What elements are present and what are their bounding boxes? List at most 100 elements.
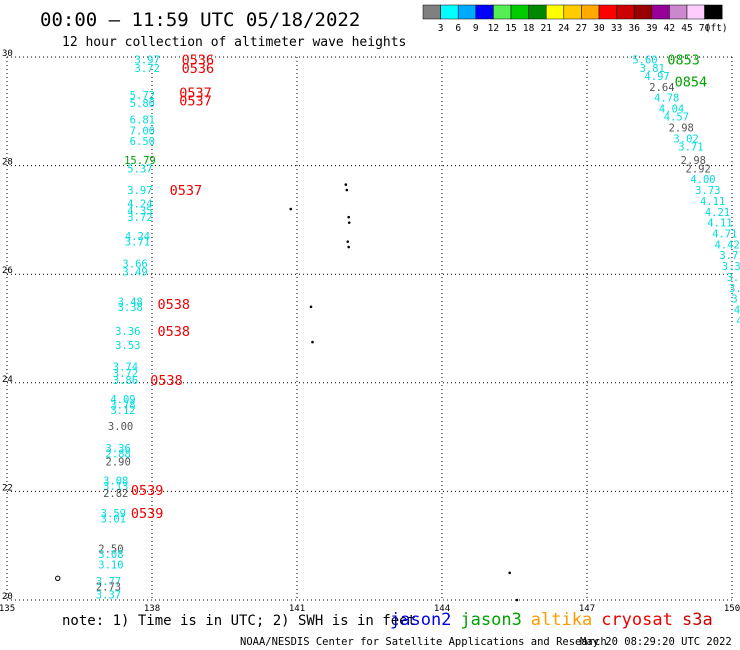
island-dot xyxy=(347,215,351,219)
wave-height-label: 3.36 xyxy=(115,326,140,338)
pass-time-label: 0537 xyxy=(179,85,212,101)
wave-height-label: 3.38 xyxy=(118,302,143,314)
wave-height-label: 3.72 xyxy=(113,368,138,380)
wave-height-label: 3.49 xyxy=(122,266,147,278)
island-dot xyxy=(345,188,349,192)
wave-height-label: 3.72 xyxy=(135,63,160,75)
wave-height-label: 3.39 xyxy=(727,272,740,284)
wave-height-label: 6.81 xyxy=(130,114,155,126)
colorbar-level: 6 xyxy=(455,23,461,34)
wave-height-label: 2.98 xyxy=(681,155,706,167)
wave-height-label: 4.00 xyxy=(690,174,715,186)
wave-height-label: 3.66 xyxy=(122,258,147,270)
wave-height-label: 2.88 xyxy=(106,448,131,460)
footer-note: note: 1) Time is in UTC; 2) SWH is in fe… xyxy=(62,613,416,629)
y-tick-label: 30 xyxy=(2,49,13,59)
legend-entry: cryosat xyxy=(601,610,673,630)
island-dot xyxy=(309,305,313,309)
wave-height-label: 4.42 xyxy=(715,239,740,251)
pass-time-label: 0539 xyxy=(131,483,164,499)
pass-time-label: 0538 xyxy=(157,324,190,340)
colorbar-level: 42 xyxy=(664,23,675,34)
pass-time-label: 0853 xyxy=(667,53,700,69)
y-tick-label: 26 xyxy=(2,266,13,276)
colorbar-level: 21 xyxy=(540,23,552,34)
y-tick-label: 22 xyxy=(2,483,13,493)
wave-height-label: 2.90 xyxy=(106,457,131,469)
wave-height-label: 4.21 xyxy=(705,207,730,219)
colorbar-swatch xyxy=(440,4,459,20)
colorbar-level: 27 xyxy=(576,23,587,34)
wave-height-label: 3.36 xyxy=(106,443,131,455)
wave-height-label: 2.73 xyxy=(96,581,121,593)
island-dot xyxy=(347,221,351,224)
wave-height-label: 4.57 xyxy=(664,112,689,124)
wave-height-label: 3.74 xyxy=(113,362,138,374)
wave-height-label: 3.12 xyxy=(110,405,135,417)
wave-height-label: 3.77 xyxy=(96,576,121,588)
wave-height-label: 2.98 xyxy=(669,123,694,135)
colorbar-level: 9 xyxy=(473,23,479,34)
wave-height-label: 3.97 xyxy=(135,55,160,67)
island-dot xyxy=(289,207,293,211)
wave-height-label: 2.92 xyxy=(686,163,711,175)
colorbar-swatch xyxy=(563,4,582,20)
wave-height-label: 2.82 xyxy=(103,488,128,500)
wave-height-label: 3.13 xyxy=(103,481,128,493)
x-tick-label: 144 xyxy=(434,604,450,614)
legend-entry: altika xyxy=(531,610,592,630)
wave-height-label: 4.97 xyxy=(644,71,669,83)
wave-height-label: 3.81 xyxy=(640,63,665,75)
pass-time-label: 0536 xyxy=(182,61,215,77)
pass-time-label: 0538 xyxy=(157,297,190,313)
colorbar-level: 39 xyxy=(646,23,658,34)
wave-height-label: 3.02 xyxy=(673,133,698,145)
island-dot xyxy=(344,183,348,186)
wave-height-label: 15.79 xyxy=(124,155,156,167)
wave-height-label: 2.50 xyxy=(98,543,123,555)
wave-height-label: 3.97 xyxy=(127,185,152,197)
wave-height-label: 4.78 xyxy=(654,93,679,105)
wave-height-label: 3.00 xyxy=(108,421,133,433)
data-labels: 3.973.725.725.806.817.006.5015.795.373.9… xyxy=(96,53,740,602)
legend-entry: jason2 xyxy=(390,610,451,630)
colorbar-swatch xyxy=(422,4,441,20)
wave-height-label: 3.08 xyxy=(103,476,128,488)
y-tick-label: 28 xyxy=(2,158,13,168)
wave-height-label: 4.08 xyxy=(734,304,740,316)
wave-height-label: 3.31 xyxy=(722,261,740,273)
pass-time-label: 0537 xyxy=(179,93,212,109)
footer-credit: NOAA/NESDIS Center for Satellite Applica… xyxy=(240,636,607,648)
footer-timestamp: May 20 08:29:20 UTC 2022 xyxy=(580,636,732,648)
colorbar-level: 3 xyxy=(438,23,444,34)
legend: note: 1) Time is in UTC; 2) SWH is in fe… xyxy=(62,610,713,630)
colorbar-swatch xyxy=(704,4,723,20)
pass-time-label: 0538 xyxy=(150,373,183,389)
pass-time-label: 0537 xyxy=(170,183,203,199)
colorbar-level: 30 xyxy=(593,23,605,34)
wave-height-label: 5.37 xyxy=(127,163,152,175)
chart-header: 00:00 – 11:59 UTC 05/18/2022 12 hour col… xyxy=(40,9,406,50)
wave-height-label: 7.00 xyxy=(130,125,155,137)
axes: 135 138 141 144 147 150 20 22 24 26 28 30 xyxy=(0,49,740,614)
wave-height-label: 3.75 xyxy=(731,294,740,306)
wave-height-label: 3.10 xyxy=(98,560,123,572)
footer: NOAA/NESDIS Center for Satellite Applica… xyxy=(240,636,732,648)
islands xyxy=(55,183,519,602)
wave-height-label: 4.11 xyxy=(700,196,725,208)
y-tick-label: 24 xyxy=(2,375,13,385)
colorbar-level: 33 xyxy=(611,23,622,34)
colorbar-swatch xyxy=(510,4,529,20)
wave-height-label: 4.11 xyxy=(707,218,732,230)
wave-height-label: 3.71 xyxy=(719,250,740,262)
wave-height-label: 3.01 xyxy=(101,514,126,526)
wave-height-label: 5.60 xyxy=(632,55,657,67)
colorbar-level: 45 xyxy=(681,23,692,34)
wave-height-label: 3.59 xyxy=(101,508,126,520)
colorbar-swatch xyxy=(598,4,617,20)
island-dot xyxy=(346,240,350,243)
wave-height-label: 3.86 xyxy=(113,375,138,387)
colorbar-swatch xyxy=(651,4,670,20)
wave-height-label: 3.37 xyxy=(96,590,121,602)
